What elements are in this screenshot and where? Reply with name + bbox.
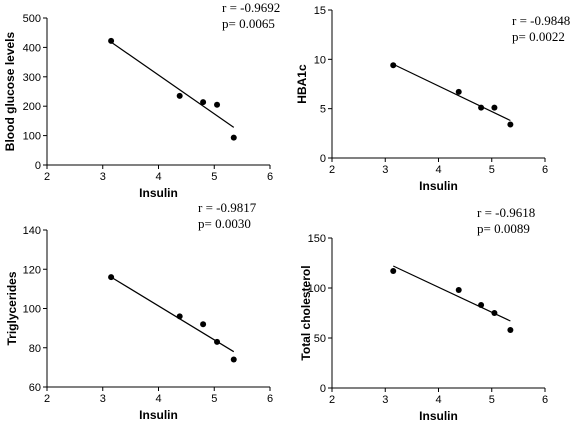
y-tick-label: 140 [23, 225, 41, 237]
data-point [176, 313, 183, 320]
correlation-p-value: p= 0.0065 [222, 16, 275, 31]
x-tick-label: 2 [44, 393, 50, 405]
chart-panel-3: 2 3 4 5 6 60 80 100 120 140 Insulin Triglycerides r … [5, 200, 273, 422]
correlation-p-value: p= 0.0030 [198, 216, 251, 231]
data-point [491, 310, 498, 316]
data-point [507, 121, 514, 128]
data-point [390, 268, 397, 274]
y-tick-label: 15 [314, 5, 326, 17]
y-tick-label: 50 [314, 333, 326, 345]
y-tick-label: 150 [308, 233, 326, 245]
y-tick-label: 10 [314, 54, 326, 66]
data-point [176, 92, 183, 99]
regression-line [110, 276, 235, 353]
data-point [108, 37, 115, 44]
data-point [478, 104, 485, 111]
data-point [455, 88, 462, 95]
x-tick-label: 5 [489, 164, 495, 176]
y-axis-label: HBA1c [295, 64, 309, 104]
x-tick-label: 6 [542, 394, 548, 406]
regression-line [392, 265, 511, 322]
x-tick-label: 4 [155, 393, 161, 405]
x-tick-label: 5 [211, 393, 217, 405]
y-axis-label: Triglycerides [5, 271, 19, 345]
x-tick-label: 3 [382, 394, 388, 406]
data-point [230, 134, 237, 141]
correlation-r-value: r = -0.9618 [477, 205, 535, 220]
correlation-r-value: r = -0.9848 [512, 13, 570, 28]
x-tick-label: 3 [100, 171, 106, 183]
x-tick-label: 6 [267, 171, 273, 183]
correlation-p-value: p= 0.0022 [512, 29, 565, 44]
y-tick-label: 300 [23, 72, 41, 84]
y-tick-label: 120 [23, 264, 41, 276]
y-tick-label: 400 [23, 42, 41, 54]
x-tick-label: 3 [382, 164, 388, 176]
x-tick-label: 5 [211, 171, 217, 183]
y-axis-label: Blood glucose levels [3, 31, 17, 151]
x-axis-label: Insulin [419, 409, 458, 423]
x-tick-label: 4 [435, 394, 441, 406]
x-tick-label: 4 [155, 171, 161, 183]
y-tick-label: 100 [23, 131, 41, 143]
regression-line [110, 41, 235, 128]
chart-panel-4: 2 3 4 5 6 0 50 100 150 Insulin Total cholesterol r … [299, 205, 548, 423]
data-point [478, 302, 485, 308]
y-tick-label: 0 [320, 383, 326, 395]
y-tick-label: 100 [23, 304, 41, 316]
y-tick-label: 100 [308, 283, 326, 295]
data-point [108, 274, 115, 281]
correlation-r-value: r = -0.9692 [222, 0, 280, 15]
data-point [390, 62, 397, 69]
y-tick-label: 500 [23, 13, 41, 25]
y-tick-label: 0 [35, 160, 41, 172]
data-point [230, 356, 237, 363]
x-tick-label: 2 [329, 394, 335, 406]
data-point [491, 104, 498, 111]
x-tick-label: 4 [435, 164, 441, 176]
x-axis-label: Insulin [139, 408, 178, 422]
correlation-r-value: r = -0.9817 [198, 200, 257, 215]
data-point [214, 101, 221, 108]
x-tick-label: 6 [542, 164, 548, 176]
x-tick-label: 6 [267, 393, 273, 405]
y-tick-label: 5 [320, 104, 326, 116]
data-point [214, 338, 221, 345]
x-tick-label: 3 [100, 393, 106, 405]
data-point [200, 99, 207, 106]
x-tick-label: 2 [329, 164, 335, 176]
y-tick-label: 60 [29, 382, 41, 394]
x-axis-label: Insulin [419, 179, 458, 193]
x-tick-label: 2 [44, 171, 50, 183]
data-point [507, 327, 514, 333]
y-tick-label: 200 [23, 101, 41, 113]
correlation-p-value: p= 0.0089 [477, 221, 530, 236]
chart-panel-1: 2 3 4 5 6 0 100 200 300 400 500 Insulin Blood glucos… [3, 0, 280, 200]
y-tick-label: 80 [29, 343, 41, 355]
data-point [455, 287, 462, 293]
x-tick-label: 5 [489, 394, 495, 406]
regression-line [392, 63, 511, 122]
data-point [200, 321, 207, 328]
y-axis-label: Total cholesterol [299, 265, 313, 360]
y-tick-label: 0 [320, 153, 326, 165]
x-axis-label: Insulin [139, 186, 178, 200]
